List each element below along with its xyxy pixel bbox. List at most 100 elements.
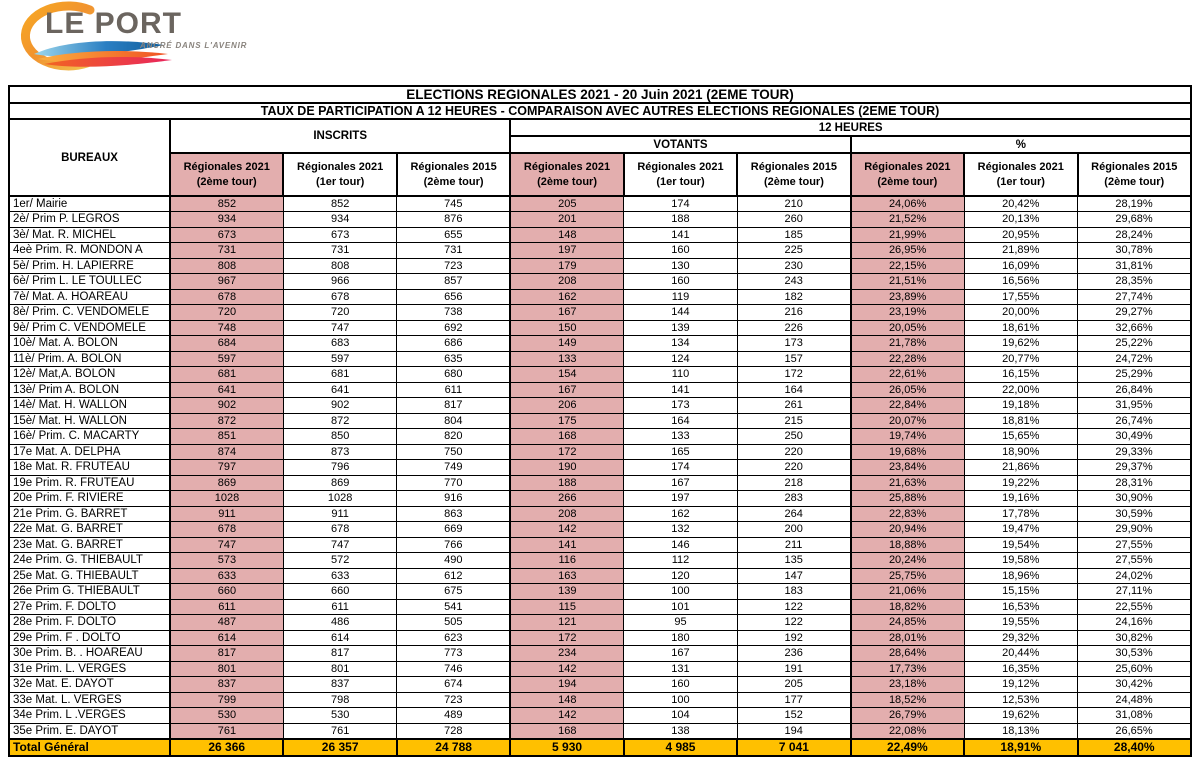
data-cell: 160 bbox=[623, 273, 738, 290]
data-cell: 19,18% bbox=[963, 397, 1079, 414]
data-cell: 25,88% bbox=[849, 490, 965, 507]
data-cell: 163 bbox=[509, 567, 625, 584]
total-cell: 28,40% bbox=[1076, 737, 1192, 757]
data-cell: 720 bbox=[168, 304, 284, 321]
data-cell: 131 bbox=[623, 660, 738, 677]
data-cell: 152 bbox=[736, 707, 852, 724]
data-cell: 541 bbox=[396, 598, 511, 615]
data-cell: 731 bbox=[168, 242, 284, 259]
data-cell: 139 bbox=[623, 319, 738, 336]
data-cell: 167 bbox=[623, 645, 738, 662]
data-cell: 21,52% bbox=[849, 211, 965, 228]
bureau-name: 1er/ Mairie bbox=[8, 195, 171, 212]
data-cell: 23,19% bbox=[849, 304, 965, 321]
data-cell: 761 bbox=[282, 722, 398, 739]
data-cell: 208 bbox=[509, 273, 625, 290]
data-cell: 24,06% bbox=[849, 195, 965, 212]
bureau-name: 34e Prim. L .VERGES bbox=[8, 707, 171, 724]
table-row-18: 18e Mat. R. FRUTEAU 797 796 749 190 174 220 23,… bbox=[8, 459, 1192, 476]
data-cell: 15,15% bbox=[963, 583, 1079, 600]
data-cell: 22,83% bbox=[849, 505, 965, 522]
data-cell: 149 bbox=[509, 335, 625, 352]
data-cell: 681 bbox=[282, 366, 398, 383]
data-cell: 19,22% bbox=[963, 474, 1079, 491]
group-header-row-2: VOTANTS % bbox=[9, 135, 1193, 154]
data-cell: 728 bbox=[396, 722, 511, 739]
data-cell: 1028 bbox=[168, 490, 284, 507]
bureau-name: 22e Mat. G. BARRET bbox=[8, 521, 171, 538]
data-cell: 26,79% bbox=[849, 707, 965, 724]
data-cell: 911 bbox=[282, 505, 398, 522]
col-header-5: Régionales 2015 (2ème tour) bbox=[736, 152, 852, 197]
table-row-7: 7è/ Mat. A. HOAREAU 678 678 656 162 119 182 23,… bbox=[8, 288, 1192, 305]
data-cell: 205 bbox=[736, 676, 852, 693]
total-cell: 7 041 bbox=[736, 737, 852, 757]
data-cell: 124 bbox=[623, 350, 738, 367]
col-header-0: Régionales 2021 (2ème tour) bbox=[168, 152, 285, 197]
data-cell: 852 bbox=[168, 195, 284, 212]
data-cell: 750 bbox=[396, 443, 511, 460]
col-header-2: Régionales 2015 (2ème tour) bbox=[395, 152, 512, 197]
table-row-30: 30e Prim. B. . HOAREAU 817 817 773 234 167 236… bbox=[8, 645, 1192, 662]
bureau-name: 29e Prim. F . DOLTO bbox=[8, 629, 171, 646]
data-cell: 20,44% bbox=[963, 645, 1079, 662]
bureau-name: 24e Prim. G. THIEBAULT bbox=[8, 552, 171, 569]
data-cell: 26,05% bbox=[849, 381, 965, 398]
data-cell: 487 bbox=[168, 614, 284, 631]
data-cell: 673 bbox=[282, 226, 398, 243]
data-cell: 20,24% bbox=[849, 552, 965, 569]
data-cell: 746 bbox=[396, 660, 511, 677]
data-cell: 142 bbox=[509, 521, 625, 538]
data-cell: 173 bbox=[623, 397, 738, 414]
data-cell: 30,78% bbox=[1077, 242, 1192, 259]
data-cell: 147 bbox=[736, 567, 852, 584]
data-cell: 119 bbox=[623, 288, 738, 305]
bureau-name: 11è/ Prim. A. BOLON bbox=[8, 350, 171, 367]
bureau-name: 28e Prim. F. DOLTO bbox=[8, 614, 171, 631]
data-cell: 19,12% bbox=[963, 676, 1079, 693]
table-row-13: 13è/ Prim A. BOLON 641 641 611 167 141 164 26,0… bbox=[8, 381, 1192, 398]
data-cell: 28,01% bbox=[849, 629, 965, 646]
data-cell: 820 bbox=[396, 428, 511, 445]
table-row-6: 6è/ Prim L. LE TOULLEC 967 966 857 208 160 243… bbox=[8, 273, 1192, 290]
data-cell: 656 bbox=[396, 288, 511, 305]
data-cell: 29,37% bbox=[1077, 459, 1192, 476]
table-row-21: 21e Prim. G. BARRET 911 911 863 208 162 264 22,… bbox=[8, 505, 1192, 522]
bureau-name: 4eè Prim. R. MONDON A bbox=[8, 242, 171, 259]
data-cell: 678 bbox=[168, 288, 284, 305]
data-cell: 182 bbox=[736, 288, 852, 305]
data-cell: 21,89% bbox=[963, 242, 1079, 259]
column-header-row: Régionales 2021 (2ème tour) Régionales 202… bbox=[9, 152, 1192, 197]
logo-swoosh-icon bbox=[20, 1, 172, 71]
data-cell: 29,27% bbox=[1077, 304, 1192, 321]
title-row: ELECTIONS REGIONALES 2021 - 20 Juin 2021… bbox=[8, 85, 1192, 104]
data-cell: 748 bbox=[168, 319, 284, 336]
participation-table: ELECTIONS REGIONALES 2021 - 20 Juin 2021… bbox=[8, 85, 1193, 757]
col-header-7: Régionales 2021 (1er tour) bbox=[963, 152, 1079, 197]
data-cell: 720 bbox=[282, 304, 398, 321]
total-label: Total Général bbox=[8, 737, 171, 757]
bureaux-header: BUREAUX bbox=[8, 118, 171, 197]
data-cell: 675 bbox=[396, 583, 511, 600]
data-cell: 201 bbox=[509, 211, 625, 228]
data-cell: 872 bbox=[282, 412, 398, 429]
data-cell: 146 bbox=[623, 536, 738, 553]
bureau-name: 8è/ Prim. C. VENDOMELE bbox=[8, 304, 171, 321]
data-cell: 29,33% bbox=[1077, 443, 1192, 460]
data-cell: 164 bbox=[623, 412, 738, 429]
data-cell: 30,42% bbox=[1077, 676, 1192, 693]
bureau-name: 25e Mat. G. THIEBAULT bbox=[8, 567, 171, 584]
data-cell: 95 bbox=[623, 614, 738, 631]
table-subtitle: TAUX DE PARTICIPATION A 12 HEURES - COMP… bbox=[8, 102, 1192, 120]
data-cell: 747 bbox=[168, 536, 284, 553]
data-cell: 15,65% bbox=[963, 428, 1079, 445]
data-cell: 633 bbox=[168, 567, 284, 584]
data-cell: 22,08% bbox=[849, 722, 965, 739]
data-cell: 31,08% bbox=[1077, 707, 1192, 724]
data-cell: 530 bbox=[282, 707, 398, 724]
data-cell: 25,22% bbox=[1077, 335, 1192, 352]
data-cell: 19,74% bbox=[849, 428, 965, 445]
data-cell: 250 bbox=[736, 428, 852, 445]
data-cell: 134 bbox=[623, 335, 738, 352]
data-cell: 133 bbox=[509, 350, 625, 367]
